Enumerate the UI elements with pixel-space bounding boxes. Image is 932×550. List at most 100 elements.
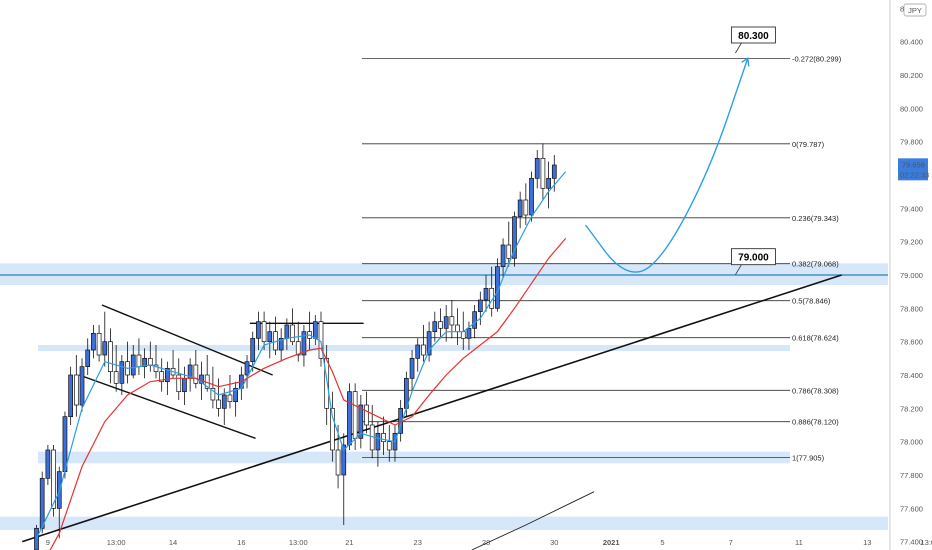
candle-body-69 [426, 331, 432, 356]
candle-body-2 [45, 449, 51, 479]
ema-fast-line [35, 171, 567, 539]
candle-body-52 [330, 407, 335, 451]
price-tick-6: 79.200 [900, 238, 923, 247]
candle-body-51 [324, 357, 330, 409]
candle-body-68 [421, 344, 426, 356]
candle-body-60 [375, 432, 381, 451]
zone-0 [0, 263, 888, 285]
callout-label-0: 80.300 [738, 31, 769, 42]
candle-body-10 [91, 332, 96, 351]
time-tick-10: 5 [660, 538, 664, 547]
fib-label-6: 0.786(78.308) [792, 386, 839, 395]
fib-label-3: 0.382(79.068) [792, 260, 839, 269]
fib-label-5: 0.618(78.624) [792, 334, 839, 343]
candle-body-34 [227, 394, 233, 403]
candle-body-57 [358, 404, 364, 439]
candle-body-79 [483, 287, 489, 301]
candle-body-8 [79, 366, 85, 406]
last-price-value: 79.658 [902, 160, 925, 169]
price-tick-11: 78.200 [900, 404, 923, 413]
time-tick-13: 13 [863, 538, 871, 547]
candle-body-56 [352, 391, 358, 439]
candle-body-82 [500, 244, 506, 268]
time-tick-4: 13:00 [289, 538, 308, 547]
zone-3 [0, 516, 888, 530]
price-tick-12: 78.000 [900, 438, 923, 447]
candle-body-40 [261, 321, 267, 343]
candle-body-5 [62, 416, 68, 473]
currency-text: JPY [908, 6, 922, 15]
candle-body-41 [267, 331, 273, 343]
time-axis[interactable]: 9 13:00 14 16 13:00 21 23 28 30 2021 5 7 11 13 13:00 [46, 538, 932, 547]
projection-path [585, 58, 749, 273]
time-tick-14: 13:00 [920, 538, 932, 547]
zone-1 [38, 345, 790, 351]
time-tick-1: 13:00 [107, 538, 126, 547]
candle-body-21 [153, 364, 159, 373]
candle-body-20 [147, 357, 153, 366]
fib-label-7: 0.886(78.120) [792, 418, 839, 427]
candle-body-84 [512, 216, 517, 259]
callout-box-1 [730, 248, 776, 266]
candle-body-43 [278, 337, 284, 351]
candle-body-71 [438, 321, 443, 329]
price-tick-3: 80.000 [900, 104, 923, 113]
callout-box-0 [730, 26, 776, 44]
candle-body-32 [216, 399, 221, 409]
candle-body-13 [108, 341, 113, 373]
candle-body-75 [460, 331, 466, 339]
candle-body-76 [466, 327, 472, 339]
price-tick-9: 78.600 [900, 338, 923, 347]
price-tick-4: 79.800 [900, 138, 923, 147]
candle-body-35 [233, 387, 238, 403]
candle-body-11 [96, 332, 102, 356]
candle-body-90 [546, 177, 551, 189]
price-callouts: 80.300 79.000 [730, 26, 776, 275]
price-tick-13: 77.800 [900, 471, 923, 480]
candle-body-83 [506, 244, 512, 259]
candle-body-89 [540, 157, 546, 189]
price-tick-15: 77.400 [900, 538, 923, 547]
fib-label-0: -0.272(80.299) [792, 55, 842, 64]
candle-body-87 [529, 177, 534, 216]
candle-body-28 [193, 364, 199, 384]
candle-body-78 [477, 299, 483, 313]
candle-body-55 [347, 391, 352, 446]
candle-body-74 [455, 324, 460, 333]
candle-body-70 [432, 321, 438, 333]
projection-arrowhead [741, 57, 750, 67]
candle-body-7 [73, 374, 79, 406]
candles [34, 143, 557, 550]
callout-label-1: 79.000 [738, 253, 769, 264]
candle-body-39 [256, 321, 261, 339]
candle-body-73 [449, 316, 455, 326]
candle-body-0 [34, 527, 39, 550]
time-tick-5: 21 [345, 538, 353, 547]
trendline [22, 274, 842, 543]
candle-body-23 [165, 367, 170, 383]
price-tick-14: 77.600 [900, 504, 923, 513]
candle-body-3 [51, 449, 56, 509]
price-axis[interactable]: 80.60080.40080.20080.00079.80079.40079.2… [889, 0, 923, 550]
candle-body-49 [312, 321, 318, 339]
candle-body-1 [39, 477, 45, 529]
candle-body-25 [176, 374, 182, 393]
last-price-countdown: 02:22:33 [900, 170, 929, 179]
time-tick-7: 28 [482, 538, 490, 547]
candle-body-9 [85, 349, 91, 368]
fib-label-8: 1(77.905) [792, 454, 825, 463]
candle-body-38 [250, 337, 256, 363]
candle-body-18 [136, 354, 142, 368]
candle-body-33 [221, 394, 227, 409]
candle-body-88 [534, 157, 540, 179]
candle-body-46 [295, 341, 301, 356]
price-tick-8: 78.800 [900, 304, 923, 313]
callout-pointer-0 [735, 42, 742, 54]
candle-body-86 [523, 199, 529, 216]
candle-body-37 [244, 361, 250, 376]
fib-label-4: 0.5(78.846) [792, 297, 831, 306]
candle-body-22 [159, 371, 165, 383]
time-tick-9: 2021 [603, 538, 620, 547]
